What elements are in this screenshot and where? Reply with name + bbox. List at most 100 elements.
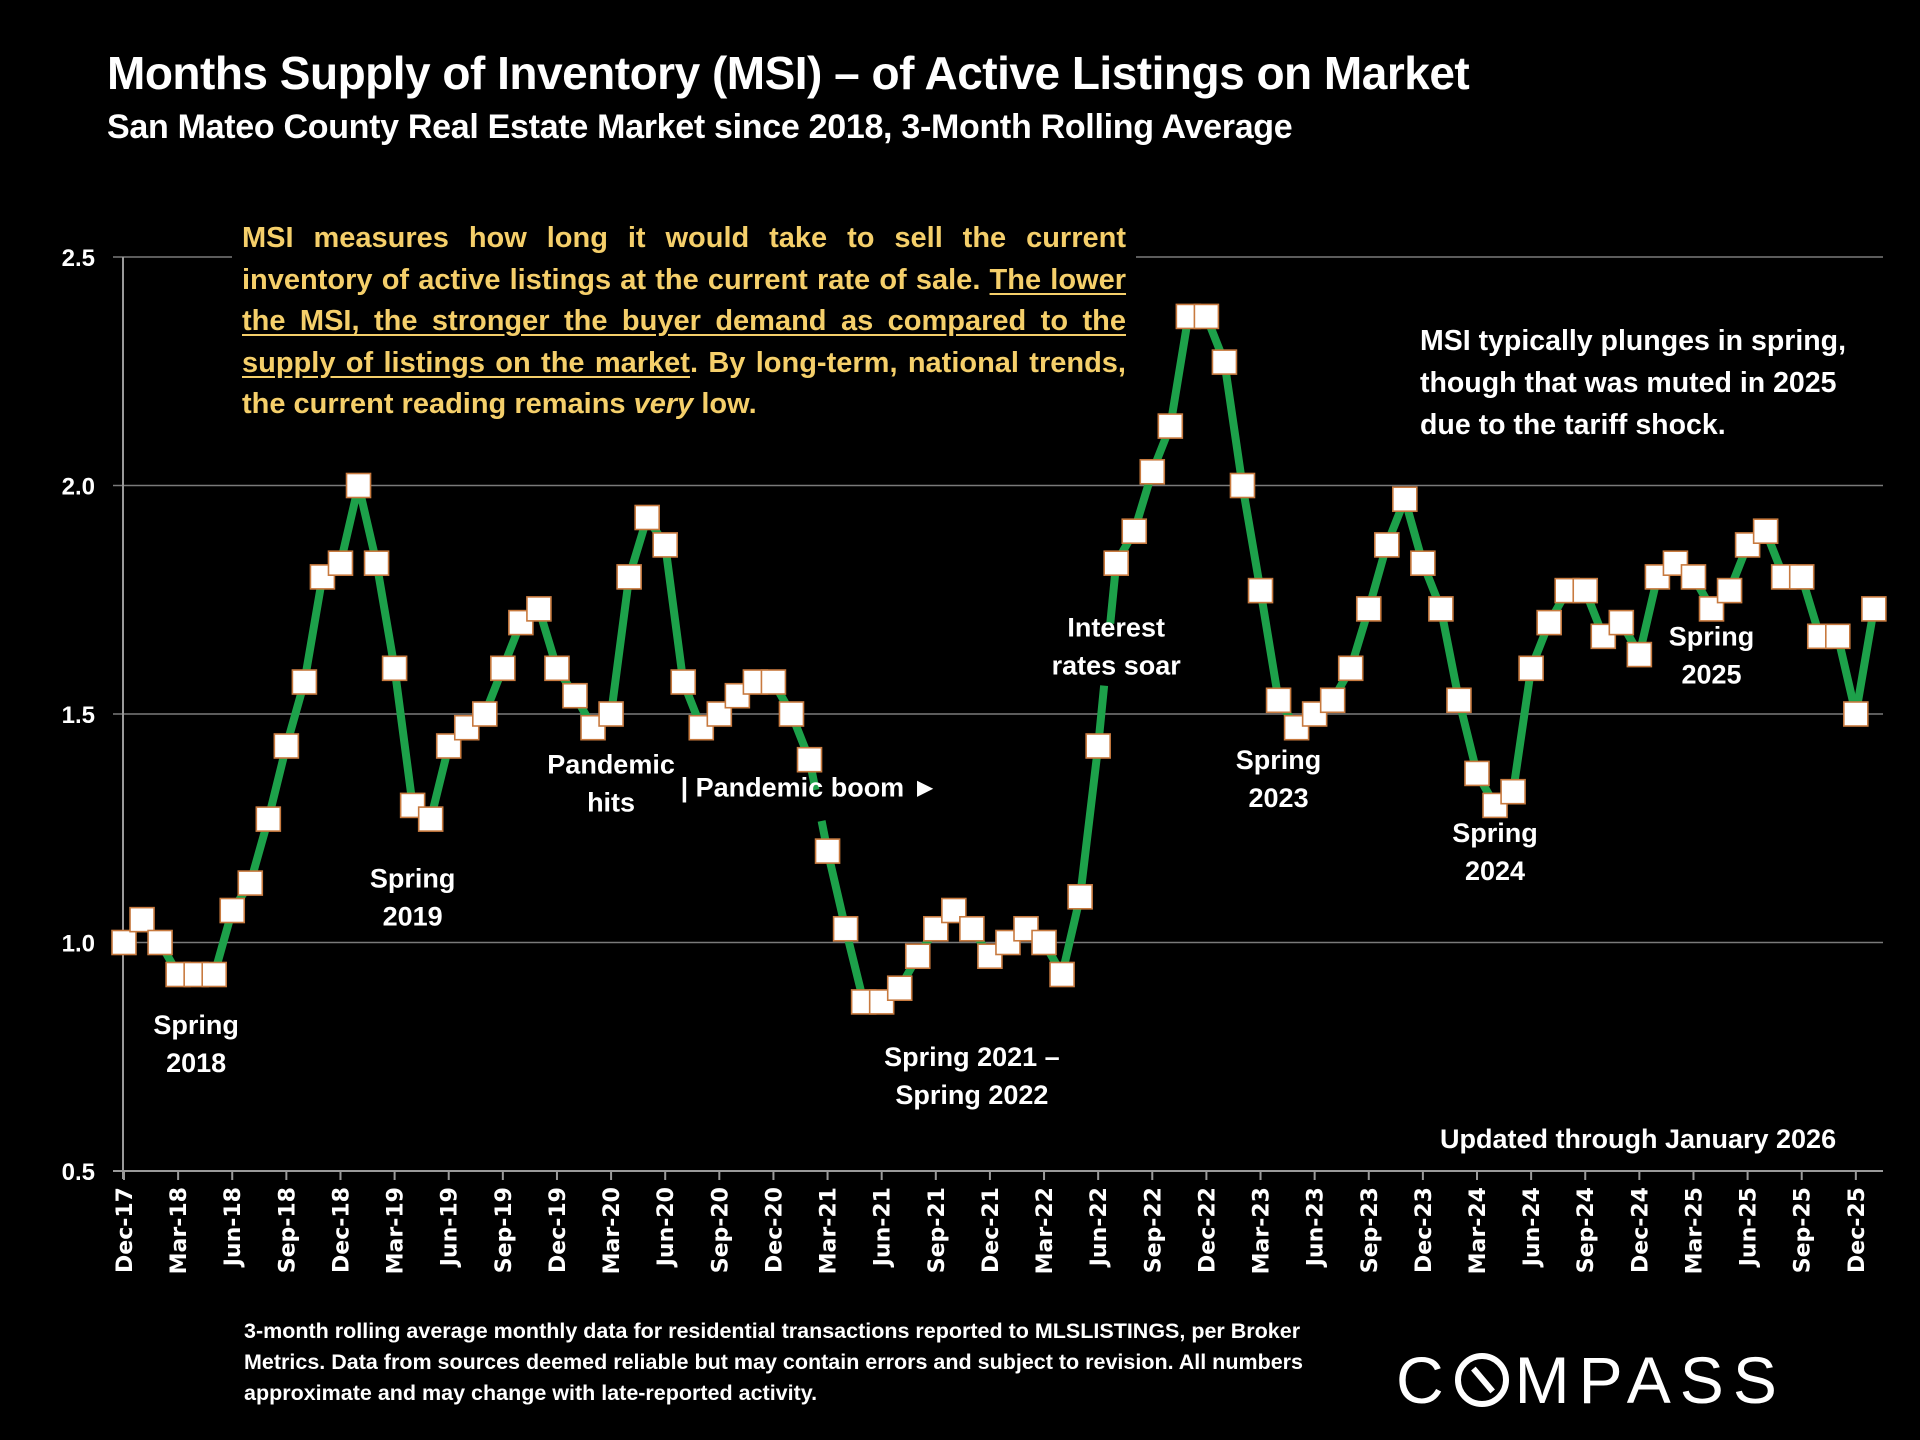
y-tick-label-1.0: 1.0	[62, 931, 95, 958]
series-segment	[661, 540, 688, 687]
x-tick-label-Sep-21: Sep-21	[925, 1187, 950, 1273]
series-segment	[1509, 664, 1536, 796]
series-segment	[372, 559, 399, 673]
data-point-Nov-19: Nov-19: 1.73	[526, 596, 552, 622]
data-point-Sep-25: Sep-25: 1.8	[1788, 564, 1815, 590]
data-point-May-18: May-18: 0.93	[201, 961, 227, 988]
explainer-text-1: MSI measures how long it would take to s…	[242, 222, 1126, 296]
data-point-Jun-18: Jun-18: 1.07	[219, 897, 246, 924]
x-tick-label-Mar-19: Mar-19	[384, 1187, 409, 1274]
annotation-spring-2025: Spring 2025	[1669, 621, 1755, 689]
x-tick-label-Dec-24: Dec-24	[1628, 1187, 1653, 1273]
data-point-Aug-23: Aug-23: 1.6	[1337, 655, 1364, 682]
axes	[113, 257, 1883, 1180]
explainer-underlined-text: The lower the MSI, the stronger the buye…	[242, 263, 1127, 379]
annotation-spring-2018: Spring 2018	[153, 1010, 239, 1078]
annotation-line: 2019	[383, 902, 443, 932]
data-point-Feb-18: Feb-18: 1	[147, 929, 173, 956]
data-point-Apr-19: Apr-19: 1.3	[399, 792, 426, 819]
data-point-Apr-20: Apr-20: 1.8	[616, 564, 642, 590]
x-tick-label-Sep-24: Sep-24	[1574, 1187, 1599, 1273]
x-tick-label-Sep-25: Sep-25	[1791, 1187, 1816, 1273]
series-segment	[1635, 572, 1662, 659]
data-point-Feb-24: Feb-24: 1.53	[1446, 687, 1472, 714]
annotation-line: Spring	[1669, 621, 1755, 651]
annotation-line: hits	[587, 787, 635, 817]
x-tick-label-Jun-23: Jun-23	[1304, 1187, 1329, 1268]
data-point-Apr-22: Apr-22: 0.93	[1049, 961, 1075, 988]
y-tick-label-1.5: 1.5	[62, 702, 95, 729]
data-point-May-25: May-25: 1.77	[1716, 577, 1743, 604]
logo-letter-c: C	[1396, 1343, 1453, 1417]
x-tick-label-Jun-19: Jun-19	[438, 1187, 463, 1268]
data-point-Jul-21: Jul-21: 0.9	[886, 975, 913, 1002]
data-point-Jun-25: Jun-25: 1.87	[1734, 532, 1761, 558]
annotation-line: Spring	[1236, 745, 1322, 775]
x-tick-label-Dec-21: Dec-21	[979, 1187, 1004, 1273]
data-point-Jun-20: Jun-20: 1.87	[652, 532, 679, 558]
data-point-Mar-23: Mar-23: 1.77	[1247, 577, 1274, 604]
annotation-pandemic-hits: Pandemic hits	[547, 749, 675, 817]
data-point-Nov-18: Nov-18: 1.8	[309, 564, 336, 590]
annotation-line: 2023	[1249, 783, 1309, 813]
series-segment	[1256, 586, 1283, 705]
annotation-spring-2024: Spring 2024	[1452, 818, 1538, 886]
annotation-line: Spring 2021 –	[884, 1042, 1060, 1072]
x-tick-label-Jun-20: Jun-20	[654, 1187, 679, 1268]
series-segment	[607, 572, 634, 718]
x-tick-label-Dec-19: Dec-19	[546, 1187, 571, 1273]
x-tick-label-Mar-23: Mar-23	[1250, 1187, 1275, 1274]
series-segment	[1436, 604, 1463, 705]
annotation-line: 2018	[166, 1048, 226, 1078]
data-point-May-24: May-24: 1.33	[1500, 778, 1526, 805]
msi-explainer-note: MSI measures how long it would take to s…	[232, 218, 1136, 426]
logo-letters-mpass: MPASS	[1514, 1343, 1786, 1417]
x-tick-label-Jun-18: Jun-18	[221, 1187, 246, 1268]
annotation-interest-rates-soar: Interest rates soar	[1052, 612, 1182, 680]
x-tick-label-Jun-21: Jun-21	[871, 1187, 896, 1268]
series-segment	[1220, 358, 1247, 490]
data-point-Mar-19: Mar-19: 1.6	[381, 655, 408, 682]
annotation-line: Pandemic	[547, 749, 675, 779]
data-point-Jul-24: Jul-24: 1.7	[1536, 609, 1562, 636]
annotation-line: rates soar	[1052, 650, 1182, 680]
data-point-Sep-23: Sep-23: 1.73	[1355, 596, 1382, 622]
data-point-Dec-17: Dec-17: 1	[111, 929, 137, 956]
x-tick-label-Sep-19: Sep-19	[492, 1187, 517, 1273]
data-point-Apr-23: Apr-23: 1.53	[1265, 687, 1292, 714]
data-point-Oct-23: Oct-23: 1.87	[1374, 532, 1400, 558]
annotation-line: 2024	[1465, 856, 1525, 886]
data-point-Jan-24: Jan-24: 1.73	[1428, 596, 1454, 622]
x-tick-label-Jun-25: Jun-25	[1737, 1187, 1762, 1268]
annotation-line: 2025	[1681, 659, 1741, 689]
y-tick-label-2.0: 2.0	[62, 474, 95, 501]
data-point-Jan-20: Jan-20: 1.54	[562, 682, 588, 709]
data-point-Aug-18: Aug-18: 1.27	[255, 806, 282, 832]
data-point-Oct-22: Oct-22: 2.13	[1157, 413, 1184, 439]
spring-tariff-note: MSI typically plunges in spring, though …	[1420, 325, 1846, 441]
data-point-Nov-21: Nov-21: 1.03	[959, 915, 985, 942]
x-tick-label-Mar-22: Mar-22	[1033, 1187, 1058, 1274]
x-axis-tick-labels: Dec-17 Mar-18 Jun-18 Sep-18 Dec-18 Mar-19 Jun-…	[113, 1187, 1870, 1274]
data-point-Sep-19: Sep-19: 1.6	[490, 655, 516, 682]
data-point-May-19: May-19: 1.27	[417, 806, 444, 832]
data-point-Jan-23: Jan-23: 2.27	[1211, 349, 1238, 375]
x-tick-label-Sep-18: Sep-18	[275, 1187, 300, 1273]
data-point-Jul-20: Jul-20: 1.57	[670, 669, 697, 695]
explainer-italic-text: very	[633, 388, 694, 420]
x-tick-label-Mar-18: Mar-18	[167, 1187, 192, 1274]
series-segment	[1166, 312, 1193, 431]
data-point-Aug-19: Aug-19: 1.5	[471, 701, 498, 727]
compass-logo: C MPASS	[1396, 1342, 1786, 1418]
x-tick-label-Mar-25: Mar-25	[1682, 1187, 1707, 1274]
data-point-Jan-18: Jan-18: 1.05	[129, 906, 155, 933]
data-point-Feb-19: Feb-19: 1.83	[363, 550, 390, 576]
data-point-Mar-25: Mar-25: 1.8	[1680, 564, 1707, 590]
series-segment	[354, 481, 381, 568]
data-point-Jan-19: Jan-19: 2	[345, 472, 372, 499]
x-tick-label-Mar-21: Mar-21	[817, 1187, 842, 1274]
source-footnote: 3-month rolling average monthly data for…	[244, 1319, 1303, 1405]
data-point-Jul-18: Jul-18: 1.13	[237, 870, 264, 896]
data-point-May-20: May-20: 1.93	[634, 504, 660, 531]
x-tick-label-Jun-24: Jun-24	[1520, 1187, 1545, 1268]
